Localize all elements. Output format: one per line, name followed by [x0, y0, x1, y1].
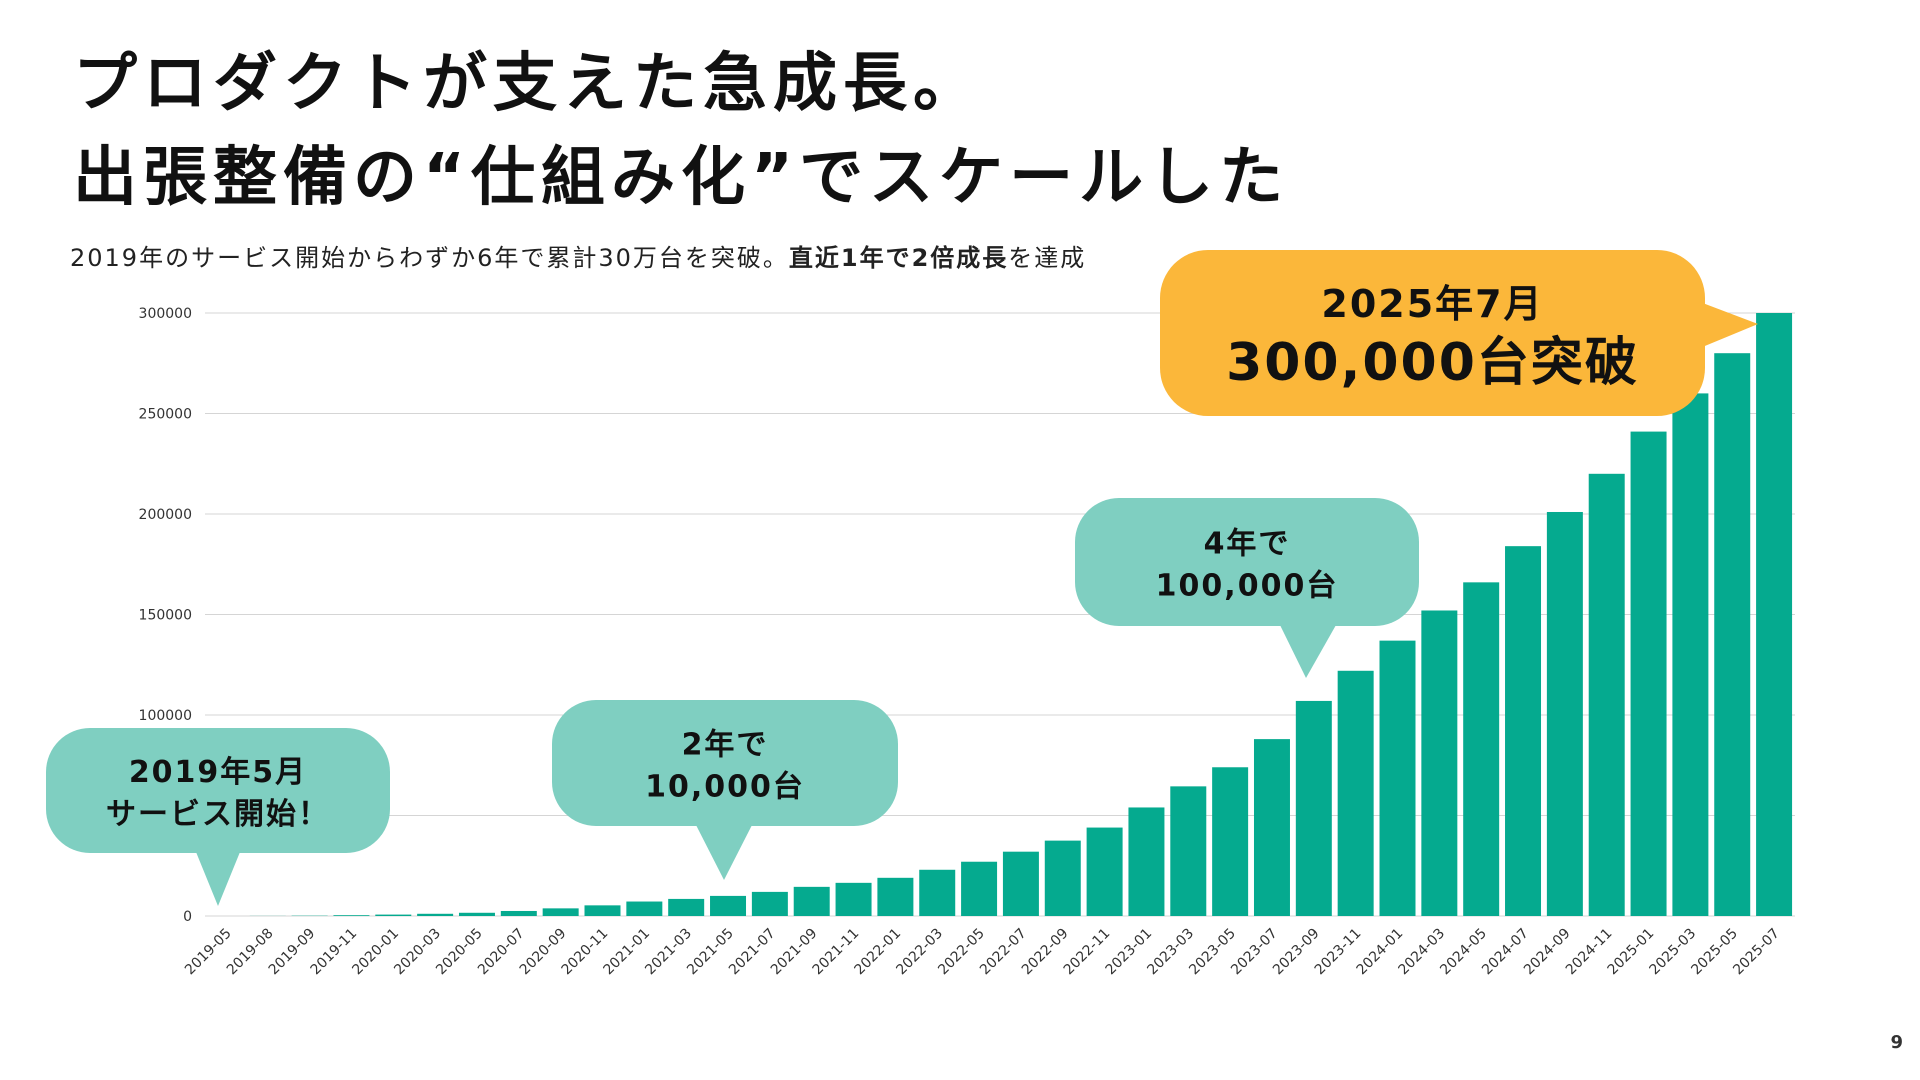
- bar-2024-05: [1463, 582, 1500, 916]
- y-tick-label: 0: [183, 909, 192, 925]
- bar-2022-07: [1002, 851, 1039, 916]
- bar-2024-11: [1588, 473, 1625, 916]
- bar-2020-11: [584, 905, 621, 916]
- bubble-body: [1160, 250, 1705, 416]
- slide-title-line-2: 出張整備の“仕組み化”でスケールした: [73, 141, 1290, 215]
- y-tick-label: 150000: [139, 608, 192, 624]
- bar-2022-05: [961, 861, 998, 916]
- bar-2020-05: [458, 912, 495, 916]
- page-number: 9: [1890, 1032, 1903, 1053]
- annotation-line: 2019年5月: [129, 755, 307, 790]
- bar-2020-03: [417, 913, 454, 916]
- bar-2022-09: [1044, 840, 1081, 916]
- annotation-line: 300,000台突破: [1226, 333, 1639, 393]
- subtitle-highlight: 直近1年で2倍成長: [788, 244, 1009, 272]
- bar-2019-11: [333, 915, 370, 916]
- bar-2023-01: [1128, 807, 1165, 916]
- bubble-body: [46, 728, 390, 853]
- annotation-line: 2年で: [682, 728, 769, 763]
- annotation-four-years: 4年で 100,000台: [1075, 498, 1419, 678]
- bubble-body: [1075, 498, 1419, 626]
- bubble-pointer: [1700, 302, 1758, 348]
- bar-2021-07: [751, 891, 788, 916]
- bar-2020-07: [500, 910, 537, 916]
- bar-2025-01: [1630, 431, 1667, 916]
- annotation-line: 10,000台: [645, 770, 805, 805]
- bar-2023-05: [1212, 767, 1249, 916]
- bar-2024-01: [1379, 640, 1416, 916]
- annotation-line: サービス開始！: [106, 797, 330, 832]
- y-tick-label: 300000: [139, 306, 192, 322]
- bar-2022-01: [877, 877, 914, 916]
- bubble-body: [552, 700, 898, 826]
- annotation-milestone: 2025年7月 300,000台突破: [1160, 250, 1758, 416]
- bar-2025-07: [1756, 313, 1793, 916]
- bar-2025-03: [1672, 393, 1709, 916]
- bar-2024-03: [1421, 610, 1458, 916]
- y-tick-label: 250000: [139, 407, 192, 423]
- bar-2024-09: [1546, 511, 1583, 916]
- bar-2023-09: [1295, 700, 1332, 916]
- bar-2023-11: [1337, 670, 1374, 916]
- bar-2020-01: [375, 914, 412, 916]
- bar-2023-07: [1253, 739, 1290, 916]
- slide-subtitle: 2019年のサービス開始からわずか6年で累計30万台を突破。直近1年で2倍成長を…: [70, 238, 1086, 273]
- bubble-pointer: [196, 852, 240, 906]
- bubble-pointer: [696, 825, 752, 880]
- y-tick-label: 100000: [139, 708, 192, 724]
- bar-2021-01: [626, 901, 663, 916]
- x-tick-label: 2025-07: [1730, 926, 1783, 979]
- x-axis-tick-labels: 2019-052019-082019-092019-112020-012020-…: [182, 926, 1783, 979]
- bar-2023-03: [1170, 786, 1207, 916]
- annotation-line: 100,000台: [1156, 569, 1339, 604]
- annotation-line: 4年で: [1204, 527, 1291, 562]
- subtitle-suffix: を達成: [1008, 244, 1087, 272]
- bar-2021-11: [835, 882, 872, 916]
- bar-2021-03: [668, 898, 705, 916]
- annotation-two-years: 2年で 10,000台: [552, 700, 898, 880]
- bubble-pointer: [1280, 625, 1336, 678]
- bar-2022-11: [1086, 827, 1123, 916]
- slide-title-line-1: プロダクトが支えた急成長。: [73, 47, 983, 121]
- bar-2021-05: [710, 895, 747, 916]
- annotation-line: 2025年7月: [1321, 282, 1543, 326]
- bar-2022-03: [919, 869, 956, 916]
- bar-series: [249, 313, 1793, 916]
- bar-2021-09: [793, 886, 830, 916]
- bar-2025-05: [1714, 353, 1751, 916]
- y-tick-label: 200000: [139, 507, 192, 523]
- bar-2024-07: [1505, 546, 1542, 916]
- subtitle-prefix: 2019年のサービス開始からわずか6年で累計30万台を突破。: [70, 244, 789, 272]
- bar-2020-09: [542, 908, 579, 916]
